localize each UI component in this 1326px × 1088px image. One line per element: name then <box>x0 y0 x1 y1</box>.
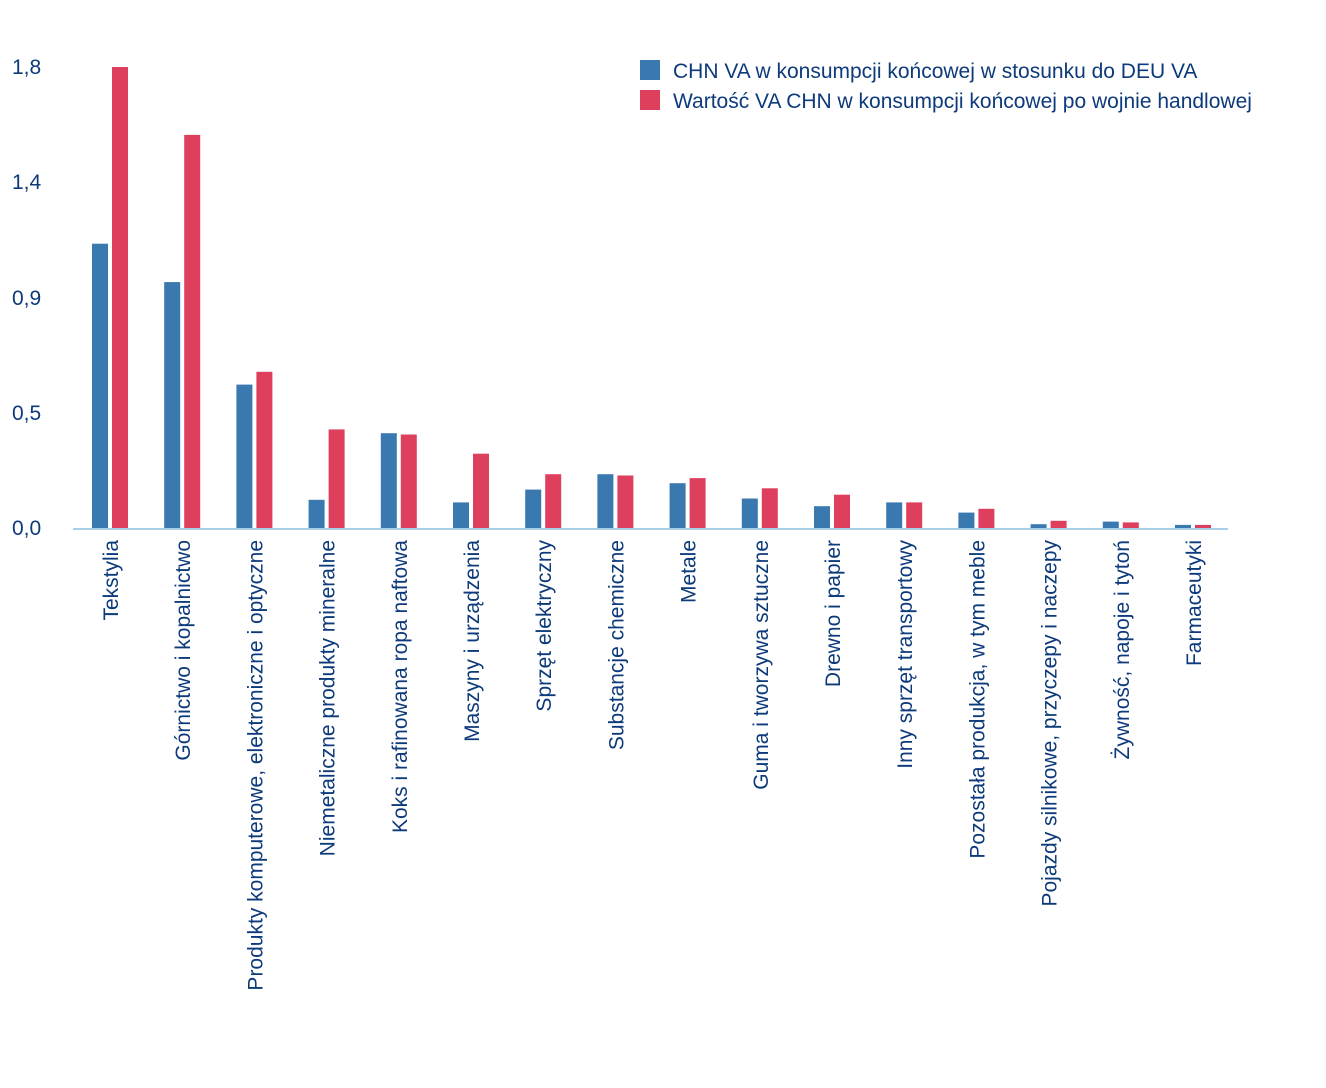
x-category-label: Inny sprzęt transportowy <box>894 540 917 769</box>
x-category-label: Niemetaliczne produkty mineralne <box>317 540 340 856</box>
x-category-label: Farmaceutyki <box>1183 540 1206 666</box>
bar-series-1 <box>525 489 542 528</box>
bar-series-1 <box>1030 524 1047 528</box>
bar-series-2 <box>978 508 995 528</box>
legend: CHN VA w konsumpcji końcowej w stosunku … <box>640 60 1252 113</box>
bar-series-2 <box>834 494 850 528</box>
x-category-label: Koks i rafinowana ropa naftowa <box>389 540 412 833</box>
legend-swatch-series-1 <box>640 60 660 80</box>
bar-series-1 <box>669 483 686 528</box>
y-tick-label: 0,0 <box>12 517 41 540</box>
legend-swatch-series-2 <box>640 90 660 110</box>
x-category-label: Drewno i papier <box>822 540 845 687</box>
y-tick-label: 1,8 <box>12 56 41 79</box>
bar-series-2 <box>473 453 489 528</box>
legend-label-series-1: CHN VA w konsumpcji końcowej w stosunku … <box>673 60 1197 83</box>
y-axis-ticks: 0,0 0,5 0,9 1,4 1,8 <box>12 56 42 540</box>
x-category-label: Pojazdy silnikowe, przyczepy i naczepy <box>1039 540 1062 907</box>
bar-series-1 <box>164 282 181 528</box>
x-category-label: Sprzęt elektryczny <box>533 540 556 712</box>
bar-series-1 <box>1175 524 1191 528</box>
bar-series-1 <box>814 506 830 528</box>
bar-series-1 <box>597 474 614 528</box>
bar-series-1 <box>380 433 397 528</box>
x-category-label: Metale <box>678 540 701 603</box>
bar-series-1 <box>92 243 108 528</box>
bar-series-2 <box>112 67 128 528</box>
bar-series-2 <box>184 134 201 528</box>
bar-series-2 <box>328 429 345 528</box>
x-category-label: Maszyny i urządzenia <box>461 540 484 742</box>
bar-series-2 <box>1122 522 1139 528</box>
y-tick-label: 0,9 <box>12 287 41 310</box>
bar-series-2 <box>256 371 273 528</box>
x-category-label: Substancje chemiczne <box>605 540 628 750</box>
bar-series-2 <box>617 475 634 528</box>
x-category-label: Pozostała produkcja, w tym meble <box>966 540 989 859</box>
bar-series-2 <box>1050 520 1067 528</box>
bar-series-2 <box>400 434 417 528</box>
x-category-label: Guma i tworzywa sztuczne <box>750 540 773 790</box>
bar-series-2 <box>1195 524 1211 528</box>
bar-series-1 <box>741 498 758 528</box>
x-category-label: Tekstylia <box>100 540 123 621</box>
bars <box>92 67 1211 528</box>
bar-series-2 <box>545 474 562 528</box>
bar-series-2 <box>761 488 778 528</box>
bar-series-2 <box>906 502 923 528</box>
bar-series-1 <box>236 384 253 528</box>
bar-series-1 <box>1102 521 1119 528</box>
x-category-label: Żywność, napoje i tytoń <box>1111 540 1134 759</box>
legend-label-series-2: Wartość VA CHN w konsumpcji końcowej po … <box>673 90 1252 113</box>
bar-series-2 <box>689 478 706 528</box>
y-tick-label: 1,4 <box>12 171 42 194</box>
bar-series-1 <box>308 499 325 528</box>
x-axis-labels: Tekstylia Górnictwo i kopalnictwo Produkty… <box>100 540 1206 991</box>
x-category-label: Produkty komputerowe, elektroniczne i op… <box>244 540 267 991</box>
y-tick-label: 0,5 <box>12 402 41 425</box>
bar-series-1 <box>453 502 469 528</box>
bar-series-1 <box>886 502 903 528</box>
bar-series-1 <box>958 512 975 528</box>
x-category-label: Górnictwo i kopalnictwo <box>172 540 195 761</box>
